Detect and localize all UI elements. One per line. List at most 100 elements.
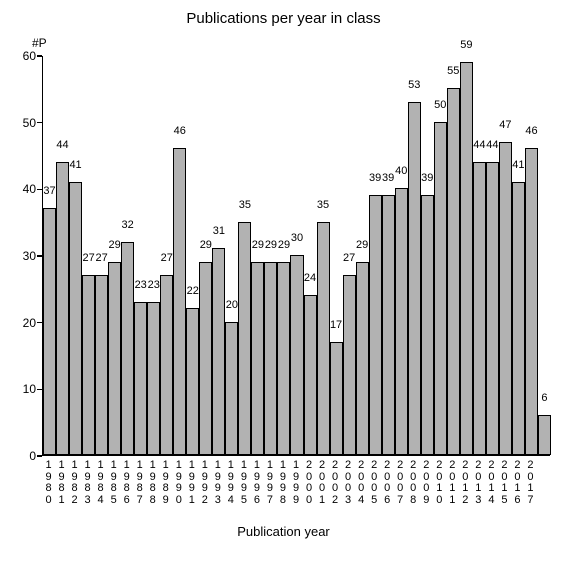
bar [212,248,225,455]
x-tick-label: 1984 [96,460,106,506]
x-tick-label: 2002 [330,460,340,506]
y-tick-label: 50 [8,116,36,130]
bar-value-label: 41 [512,159,524,171]
x-tick-label: 1988 [148,460,158,506]
bar-value-label: 20 [226,299,238,311]
bar [382,195,395,455]
x-tick-label: 2010 [434,460,444,506]
bar [43,208,56,455]
bar-value-label: 44 [56,139,68,151]
x-tick-label: 1995 [239,460,249,506]
bar-value-label: 27 [161,252,173,264]
x-tick-label: 2005 [369,460,379,506]
bar [82,275,95,455]
x-tick-label: 2000 [304,460,314,506]
y-tick-label: 20 [8,316,36,330]
bar [277,262,290,455]
bar-value-label: 30 [291,232,303,244]
bar [160,275,173,455]
bar [473,162,486,455]
bar-value-label: 27 [82,252,94,264]
chart-title: Publications per year in class [0,10,567,27]
bar [525,148,538,455]
bar-value-label: 46 [525,125,537,137]
x-tick-label: 2007 [395,460,405,506]
bar [317,222,330,455]
y-tick-mark [37,255,42,257]
bar [330,342,343,455]
y-tick-label: 10 [8,382,36,396]
bar-value-label: 39 [369,172,381,184]
bar [447,88,460,455]
x-tick-label: 1999 [291,460,301,506]
bar-value-label: 6 [541,392,547,404]
bar [173,148,186,455]
bar [460,62,473,455]
bar-value-label: 22 [187,285,199,297]
bar-value-label: 44 [486,139,498,151]
bar-value-label: 29 [356,239,368,251]
bar [95,275,108,455]
x-tick-label: 2016 [512,460,522,506]
x-tick-label: 1987 [135,460,145,506]
bars-group: 3744412727293223232746222931203529292930… [43,56,550,455]
x-tick-label: 1993 [213,460,223,506]
bar [434,122,447,455]
bar [251,262,264,455]
bar [121,242,134,455]
bar-value-label: 27 [343,252,355,264]
bar-value-label: 35 [317,199,329,211]
bar [538,415,551,455]
x-tick-label: 1996 [252,460,262,506]
bar-value-label: 32 [122,219,134,231]
bar-value-label: 39 [421,172,433,184]
bar-value-label: 29 [252,239,264,251]
bar [199,262,212,455]
x-tick-label: 2009 [421,460,431,506]
bar [238,222,251,455]
x-tick-label: 1990 [174,460,184,506]
bar-value-label: 29 [265,239,277,251]
bar [356,262,369,455]
bar-value-label: 31 [213,225,225,237]
x-tick-label: 1992 [200,460,210,506]
bar-value-label: 53 [408,79,420,91]
y-tick-mark [37,455,42,457]
bar [186,308,199,455]
bar-value-label: 59 [460,39,472,51]
bar-value-label: 23 [135,279,147,291]
bar [343,275,356,455]
bar [225,322,238,455]
x-tick-label: 1991 [187,460,197,506]
x-tick-label: 2017 [525,460,535,506]
bar [134,302,147,455]
x-tick-label: 1998 [278,460,288,506]
bar [56,162,69,455]
x-tick-label: 1981 [57,460,67,506]
chart-container: Publications per year in class #P 374441… [0,0,567,567]
x-tick-label: 2013 [473,460,483,506]
y-tick-mark [37,55,42,57]
y-tick-label: 40 [8,182,36,196]
bar-value-label: 46 [174,125,186,137]
bar-value-label: 37 [43,185,55,197]
x-tick-label: 1985 [109,460,119,506]
plot-area: 3744412727293223232746222931203529292930… [42,56,550,456]
y-tick-mark [37,322,42,324]
y-axis-unit-label: #P [32,36,47,50]
bar-value-label: 40 [395,165,407,177]
bar-value-label: 41 [69,159,81,171]
y-tick-label: 60 [8,49,36,63]
x-axis-title: Publication year [0,524,567,539]
bar-value-label: 29 [200,239,212,251]
x-tick-label: 1994 [226,460,236,506]
x-tick-label: 1989 [161,460,171,506]
bar [290,255,303,455]
x-tick-label: 2001 [317,460,327,506]
bar-value-label: 39 [382,172,394,184]
bar [264,262,277,455]
bar-value-label: 23 [148,279,160,291]
bar-value-label: 35 [239,199,251,211]
x-tick-label: 2003 [343,460,353,506]
bar [512,182,525,455]
